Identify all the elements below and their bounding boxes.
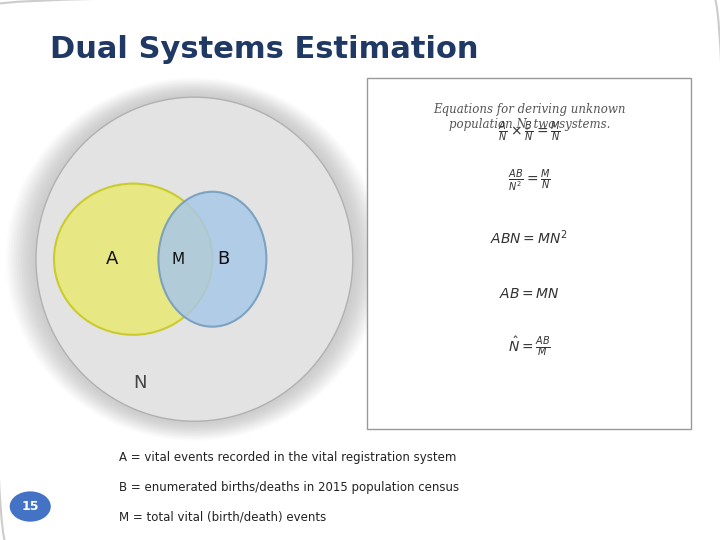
Ellipse shape	[21, 87, 368, 431]
Text: M = total vital (birth/death) events: M = total vital (birth/death) events	[119, 510, 326, 523]
Text: $\frac{AB}{N^2} = \frac{M}{N}$: $\frac{AB}{N^2} = \frac{M}{N}$	[508, 168, 551, 194]
FancyBboxPatch shape	[367, 78, 691, 429]
Ellipse shape	[36, 97, 353, 421]
Text: $\hat{N} = \frac{AB}{M}$: $\hat{N} = \frac{AB}{M}$	[508, 334, 551, 357]
Text: N: N	[134, 374, 147, 393]
Ellipse shape	[11, 81, 378, 437]
Ellipse shape	[26, 91, 363, 428]
Circle shape	[9, 490, 52, 523]
Text: A = vital events recorded in the vital registration system: A = vital events recorded in the vital r…	[119, 451, 456, 464]
Ellipse shape	[16, 84, 373, 434]
Ellipse shape	[13, 83, 376, 436]
Ellipse shape	[9, 79, 380, 439]
Text: Dual Systems Estimation: Dual Systems Estimation	[50, 35, 479, 64]
Text: $AB = MN$: $AB = MN$	[499, 287, 559, 301]
Text: $\frac{A}{N} \times \frac{B}{N} = \frac{M}{N}$: $\frac{A}{N} \times \frac{B}{N} = \frac{…	[498, 120, 561, 145]
Text: $ABN = MN^2$: $ABN = MN^2$	[490, 228, 568, 247]
Text: A: A	[105, 250, 118, 268]
Ellipse shape	[33, 96, 356, 423]
Ellipse shape	[54, 184, 212, 335]
Text: B = enumerated births/deaths in 2015 population census: B = enumerated births/deaths in 2015 pop…	[119, 481, 459, 494]
Ellipse shape	[29, 92, 361, 426]
Text: Equations for deriving unknown
population N, two systems.: Equations for deriving unknown populatio…	[433, 103, 626, 131]
Ellipse shape	[31, 94, 358, 424]
Text: B: B	[217, 250, 230, 268]
Text: 15: 15	[22, 500, 39, 513]
Ellipse shape	[19, 86, 371, 433]
Ellipse shape	[158, 192, 266, 327]
Ellipse shape	[24, 89, 366, 429]
Text: M: M	[172, 252, 185, 267]
